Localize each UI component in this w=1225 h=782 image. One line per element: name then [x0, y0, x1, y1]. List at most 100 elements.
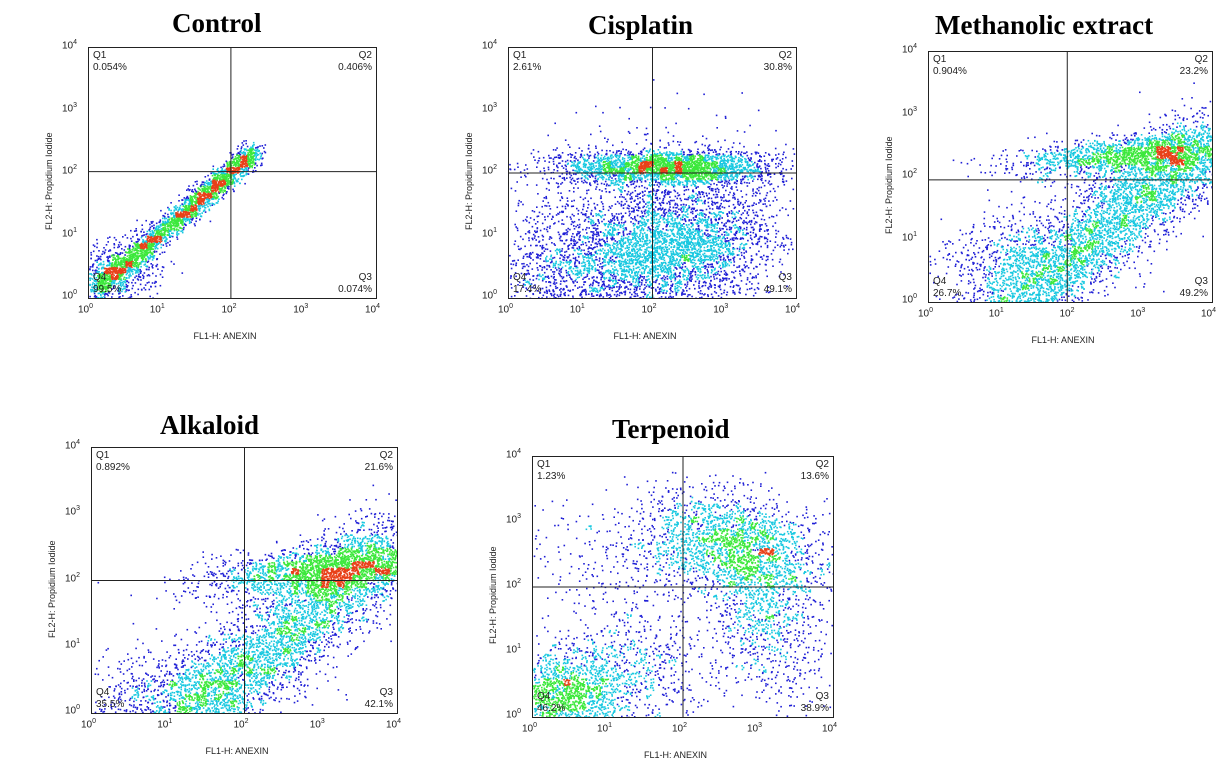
- event-point: [606, 163, 608, 165]
- event-point: [588, 161, 590, 164]
- event-point: [670, 167, 672, 170]
- event-point: [158, 221, 160, 224]
- event-point: [693, 158, 695, 160]
- event-point: [598, 189, 601, 191]
- event-point: [635, 165, 637, 167]
- event-point: [177, 209, 180, 211]
- event-point: [179, 213, 181, 215]
- event-point: [699, 168, 702, 170]
- event-point: [124, 279, 127, 281]
- event-point: [176, 217, 179, 219]
- event-point: [97, 270, 100, 273]
- event-point: [168, 208, 170, 210]
- event-point: [139, 270, 141, 273]
- event-point: [98, 274, 101, 276]
- event-point: [136, 251, 139, 253]
- event-point: [222, 194, 224, 197]
- event-point: [107, 284, 109, 287]
- event-point: [144, 288, 147, 291]
- event-point: [98, 285, 100, 287]
- event-point: [167, 228, 170, 231]
- event-point: [239, 182, 241, 185]
- event-point: [131, 270, 133, 272]
- event-point: [203, 209, 205, 212]
- event-point: [716, 153, 718, 155]
- event-point: [646, 170, 648, 173]
- event-point: [189, 188, 191, 191]
- event-point: [172, 215, 175, 218]
- event-point: [109, 255, 111, 257]
- event-point: [94, 284, 96, 286]
- event-point: [599, 166, 602, 168]
- event-point: [118, 245, 120, 248]
- tick-base: 10: [62, 290, 73, 301]
- event-point: [236, 159, 239, 162]
- event-point: [673, 184, 675, 186]
- event-point: [561, 181, 564, 184]
- event-point: [574, 183, 577, 185]
- event-point: [115, 270, 118, 273]
- event-point: [244, 154, 246, 156]
- event-point: [112, 273, 114, 275]
- event-point: [712, 151, 715, 153]
- event-point: [157, 225, 160, 227]
- event-point: [102, 275, 104, 278]
- event-point: [605, 163, 607, 165]
- event-point: [686, 164, 689, 167]
- event-point: [212, 191, 214, 193]
- event-point: [214, 176, 217, 179]
- event-point: [100, 258, 102, 261]
- event-point: [680, 152, 683, 155]
- event-point: [581, 174, 584, 176]
- event-point: [656, 189, 658, 191]
- event-point: [161, 234, 163, 237]
- event-point: [161, 239, 163, 242]
- event-point: [97, 284, 100, 287]
- event-point: [184, 211, 187, 214]
- event-point: [264, 144, 267, 146]
- event-point: [111, 281, 114, 283]
- event-point: [727, 181, 730, 184]
- event-point: [139, 262, 141, 264]
- event-point: [148, 266, 150, 269]
- quadrant-name: Q4: [93, 272, 121, 284]
- event-point: [203, 185, 205, 188]
- x-tick-label: 100: [78, 303, 93, 315]
- event-point: [144, 247, 146, 249]
- event-point: [195, 213, 197, 215]
- event-point: [552, 160, 555, 163]
- event-point: [174, 207, 177, 209]
- event-point: [705, 174, 707, 177]
- event-point: [124, 264, 126, 266]
- event-point: [245, 157, 248, 160]
- event-point: [210, 192, 213, 194]
- event-point: [135, 269, 138, 272]
- event-point: [132, 252, 135, 255]
- event-point: [152, 242, 155, 245]
- event-point: [101, 284, 103, 286]
- event-point: [600, 154, 603, 157]
- event-point: [597, 177, 600, 180]
- event-point: [660, 180, 662, 182]
- event-point: [657, 159, 660, 162]
- event-point: [164, 217, 166, 220]
- event-point: [126, 286, 128, 288]
- event-point: [659, 176, 662, 179]
- event-point: [174, 222, 177, 224]
- event-point: [245, 173, 247, 176]
- event-point: [236, 162, 238, 165]
- event-point: [139, 283, 142, 286]
- event-point: [652, 159, 655, 161]
- event-point: [587, 178, 589, 181]
- event-point: [201, 203, 203, 206]
- event-point: [235, 164, 237, 166]
- event-point: [211, 193, 213, 195]
- event-point: [689, 151, 691, 153]
- event-point: [248, 167, 250, 169]
- event-point: [119, 296, 121, 298]
- event-point: [132, 235, 134, 238]
- event-point: [703, 183, 706, 185]
- event-point: [232, 173, 235, 176]
- event-point: [105, 282, 108, 285]
- event-point: [668, 151, 671, 153]
